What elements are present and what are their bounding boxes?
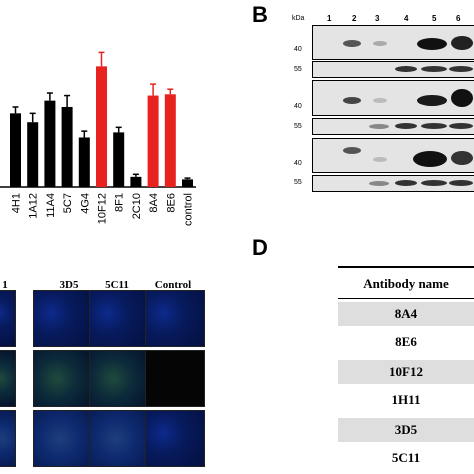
micro-col-head-3d5: 3D5 — [59, 279, 79, 291]
blot-band — [413, 151, 447, 167]
bar-5C7 — [61, 106, 73, 187]
bar-8A4 — [147, 95, 159, 187]
blot-band — [451, 89, 473, 107]
blot-band — [449, 66, 473, 72]
micro-image — [89, 290, 149, 347]
blot-strip-3 — [312, 80, 474, 116]
blot-band — [343, 97, 361, 104]
lane-label-1: 1 — [327, 14, 332, 23]
micro-image — [33, 350, 93, 407]
marker-40-c: 40 — [294, 160, 302, 167]
table-header-rule — [338, 298, 474, 299]
blot-band — [449, 180, 473, 186]
micro-image — [33, 410, 93, 467]
bar-chart: 4H1 1A12 11A4 5C7 4G4 10F12 8F1 2C10 8A4 8E6 contr… — [0, 51, 196, 226]
table-row: 8E6 — [395, 334, 417, 349]
micro-image — [0, 350, 16, 407]
blot-band — [395, 123, 417, 129]
bar-4G4 — [78, 137, 90, 187]
x-tick-label-8F1: 8F1 — [114, 193, 126, 212]
blot-band — [421, 123, 447, 129]
blot-band — [373, 157, 387, 162]
blot-strip-2 — [312, 61, 474, 78]
bar-8F1 — [113, 132, 125, 187]
panel-b-letter: B — [252, 2, 268, 27]
panel-d-letter: D — [252, 235, 268, 260]
micro-image — [145, 350, 205, 407]
table-row: 10F12 — [338, 360, 474, 384]
blot-band — [343, 147, 361, 154]
micro-image — [0, 290, 16, 347]
bar-1A12 — [27, 122, 39, 187]
blot-band — [449, 123, 473, 129]
blot-band — [343, 40, 361, 47]
blot-strip-6 — [312, 175, 474, 192]
bar-11A4 — [44, 100, 56, 187]
marker-55-b: 55 — [294, 123, 302, 130]
bar-2C10 — [130, 176, 142, 187]
x-tick-label-10F12: 10F12 — [97, 193, 109, 224]
micro-image — [145, 290, 205, 347]
blot-band — [373, 41, 387, 46]
marker-55-c: 55 — [294, 179, 302, 186]
blot-strip-5 — [312, 138, 474, 173]
blot-band — [451, 151, 473, 165]
table-row: 5C11 — [391, 450, 421, 465]
table-row: 1H11 — [391, 392, 421, 407]
lane-label-6: 6 — [456, 14, 461, 23]
micro-image — [89, 410, 149, 467]
blot-band — [451, 36, 473, 50]
blot-band — [417, 95, 447, 106]
x-tick-label-4H1: 4H1 — [11, 193, 23, 213]
x-tick-label-2C10: 2C10 — [131, 193, 143, 219]
lane-label-3: 3 — [375, 14, 380, 23]
x-tick-label-1A12: 1A12 — [28, 193, 40, 219]
blot-band — [421, 180, 447, 186]
x-tick-label-control: control — [183, 193, 195, 226]
x-tick-label-11A4: 11A4 — [45, 193, 57, 218]
micro-image — [145, 410, 205, 467]
lane-label-5: 5 — [432, 14, 437, 23]
blot-strip-4 — [312, 118, 474, 135]
x-tick-label-5C7: 5C7 — [62, 193, 74, 213]
bar-control — [182, 179, 193, 187]
micro-image — [33, 290, 93, 347]
blot-band — [395, 180, 417, 186]
bar-4H1 — [10, 113, 21, 187]
blot-band — [395, 66, 417, 72]
bar-8E6 — [164, 94, 176, 187]
table-top-rule — [338, 266, 474, 268]
x-tick-label-8E6: 8E6 — [165, 193, 177, 213]
micro-col-head-1: 1 — [2, 279, 8, 291]
table-header: Antibody name — [363, 276, 449, 291]
marker-40-b: 40 — [294, 103, 302, 110]
micro-col-head-control: Control — [154, 279, 192, 291]
x-tick-label-4G4: 4G4 — [79, 193, 91, 214]
blot-band — [421, 66, 447, 72]
marker-55-a: 55 — [294, 66, 302, 73]
kda-label: kDa — [292, 15, 305, 22]
micro-col-head-5c11: 5C11 — [105, 279, 129, 291]
table-row: 3D5 — [338, 418, 474, 442]
lane-label-4: 4 — [404, 14, 409, 23]
blot-strip-1 — [312, 25, 474, 60]
blot-band — [373, 98, 387, 103]
micro-image — [89, 350, 149, 407]
blot-band — [369, 181, 389, 186]
bar-10F12 — [96, 66, 107, 187]
lane-label-2: 2 — [352, 14, 357, 23]
table-row: 8A4 — [338, 302, 474, 326]
micro-image — [0, 410, 16, 467]
blot-band — [369, 124, 389, 129]
blot-band — [417, 38, 447, 50]
marker-40-a: 40 — [294, 46, 302, 53]
x-tick-label-8A4: 8A4 — [148, 193, 160, 213]
